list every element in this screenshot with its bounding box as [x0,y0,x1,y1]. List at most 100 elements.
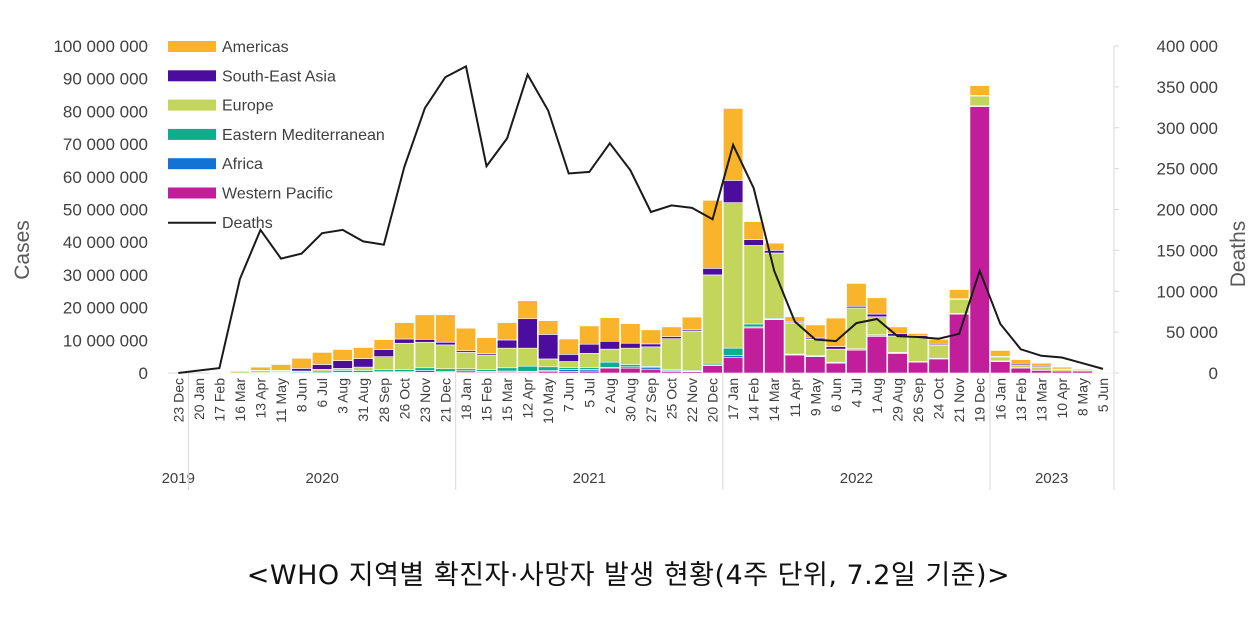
legend-label-europe: Europe [222,98,274,115]
legend-swatch-south-east-asia [168,70,216,82]
bar-segment-americas [764,242,785,251]
bar-segment-americas [1051,366,1073,370]
x-tick-label: 13 Mar [1033,378,1049,422]
x-tick-label: 24 Oct [931,378,947,419]
bar-segment-europe [558,361,579,368]
y2-tick-label: 150 000 [1157,241,1218,260]
bar-segment-americas [928,339,949,345]
bar-segment-americas [353,347,374,359]
legend-swatch-africa [168,158,216,170]
bar-segment-europe [702,274,723,364]
bar-segment-south-east-asia [640,343,662,348]
legend-label-americas: Americas [222,39,289,56]
legend-swatch-americas [168,41,216,52]
bar-segment-europe [681,330,703,371]
x-tick-label: 27 Sep [643,378,659,423]
bar-segment-western-pacific [640,369,662,374]
bar-segment-europe [620,347,641,365]
bar-segment-americas [373,339,394,350]
y-axis-title: Cases [11,220,34,280]
bar-segment-south-east-asia [435,341,456,346]
bar-segment-western-pacific [764,319,785,374]
bar-segment-western-pacific [928,358,949,374]
y-tick-label: 40 000 000 [63,233,148,252]
bar-segment-western-pacific [620,367,641,374]
bar-segment-europe [825,348,846,363]
x-tick-label: 17 Jan [725,378,741,420]
y-tick-label: 100 000 000 [53,37,148,56]
x-tick-label: 22 Nov [684,378,700,422]
x-tick-label: 15 Mar [499,378,515,422]
legend-label-western-pacific: Western Pacific [222,186,333,203]
year-label: 2021 [573,470,606,487]
bar-segment-americas [250,366,271,371]
bar-segment-eastern-mediterranean [538,366,559,371]
bar-segment-americas [681,316,703,331]
legend-label-eastern-mediterranean: Eastern Mediterranean [222,127,385,144]
year-label: 2019 [162,470,195,487]
x-tick-label: 3 Aug [335,378,351,414]
bar-segment-eastern-mediterranean [517,365,538,372]
x-tick-label: 8 Jun [294,378,310,412]
y-tick-label: 50 000 000 [63,201,148,220]
y2-tick-label: 350 000 [1157,78,1218,97]
bar-segment-europe [640,346,662,367]
bar-segment-south-east-asia [825,346,846,350]
bar-segment-americas [312,352,333,365]
bar-segment-south-east-asia [743,239,764,246]
x-tick-label: 12 Apr [520,378,536,419]
bar-segment-americas [887,326,908,334]
bar-segment-americas [1072,368,1093,371]
y2-tick-label: 300 000 [1157,119,1218,138]
bar-segment-europe [805,339,826,356]
bar-segment-europe [928,344,949,359]
x-tick-label: 11 Apr [787,378,803,418]
bar-segment-europe [723,202,744,349]
bar-segment-europe [373,356,394,371]
bar-segment-western-pacific [846,349,867,374]
bar-segment-americas [414,314,435,340]
bar-segment-western-pacific [990,361,1011,374]
y-tick-label: 0 [139,364,148,383]
bar-segment-americas [496,322,518,341]
bar-segment-americas [579,325,600,345]
y2-tick-label: 100 000 [1157,282,1218,301]
legend-swatch-eastern-mediterranean [168,128,216,140]
x-tick-label: 19 Dec [972,378,988,422]
x-tick-label: 6 Jul [314,378,330,408]
x-tick-label: 13 Feb [1013,378,1029,422]
bar-segment-western-pacific [949,313,970,374]
bar-segment-south-east-asia [373,349,394,357]
bar-segment-americas [435,314,456,343]
bar-segment-americas [229,370,250,372]
bar-segment-americas [907,333,929,336]
y2-tick-label: 250 000 [1157,160,1218,179]
bar-segment-western-pacific [1031,370,1052,374]
bar-segment-south-east-asia [517,318,538,349]
y-axis-right: 0 50 000 100 000 150 000 200 000 250 000 300 0… [1114,37,1218,383]
bar-segment-eastern-mediterranean [414,367,435,371]
y2-tick-label: 200 000 [1157,201,1218,220]
bar-segment-western-pacific [1010,367,1031,374]
bar-segment-western-pacific [702,365,723,374]
bar-segment-south-east-asia [332,360,353,369]
x-tick-label: 21 Dec [437,378,453,422]
bar-segment-americas [661,326,682,338]
bar-segment-europe [1010,365,1031,369]
who-covid-chart: 0 10 000 000 20 000 000 30 000 000 40 000 00… [11,37,1250,490]
y-tick-label: 30 000 000 [63,266,148,285]
bar-segment-south-east-asia [291,368,312,372]
y2-tick-label: 400 000 [1157,37,1218,56]
bar-segment-south-east-asia [599,340,620,350]
bar-segment-western-pacific [825,362,846,374]
bar-segment-south-east-asia [764,250,785,254]
bar-segment-western-pacific [784,354,805,374]
y2-tick-label: 50 000 [1166,323,1218,342]
y-tick-label: 80 000 000 [63,102,148,121]
bar-segment-europe [907,336,929,362]
x-tick-label: 30 Aug [622,378,638,422]
bar-segment-eastern-mediterranean [723,347,744,356]
bar-segment-western-pacific [723,357,744,374]
bar-segment-europe [887,335,908,353]
bar-segment-south-east-asia [558,354,579,362]
